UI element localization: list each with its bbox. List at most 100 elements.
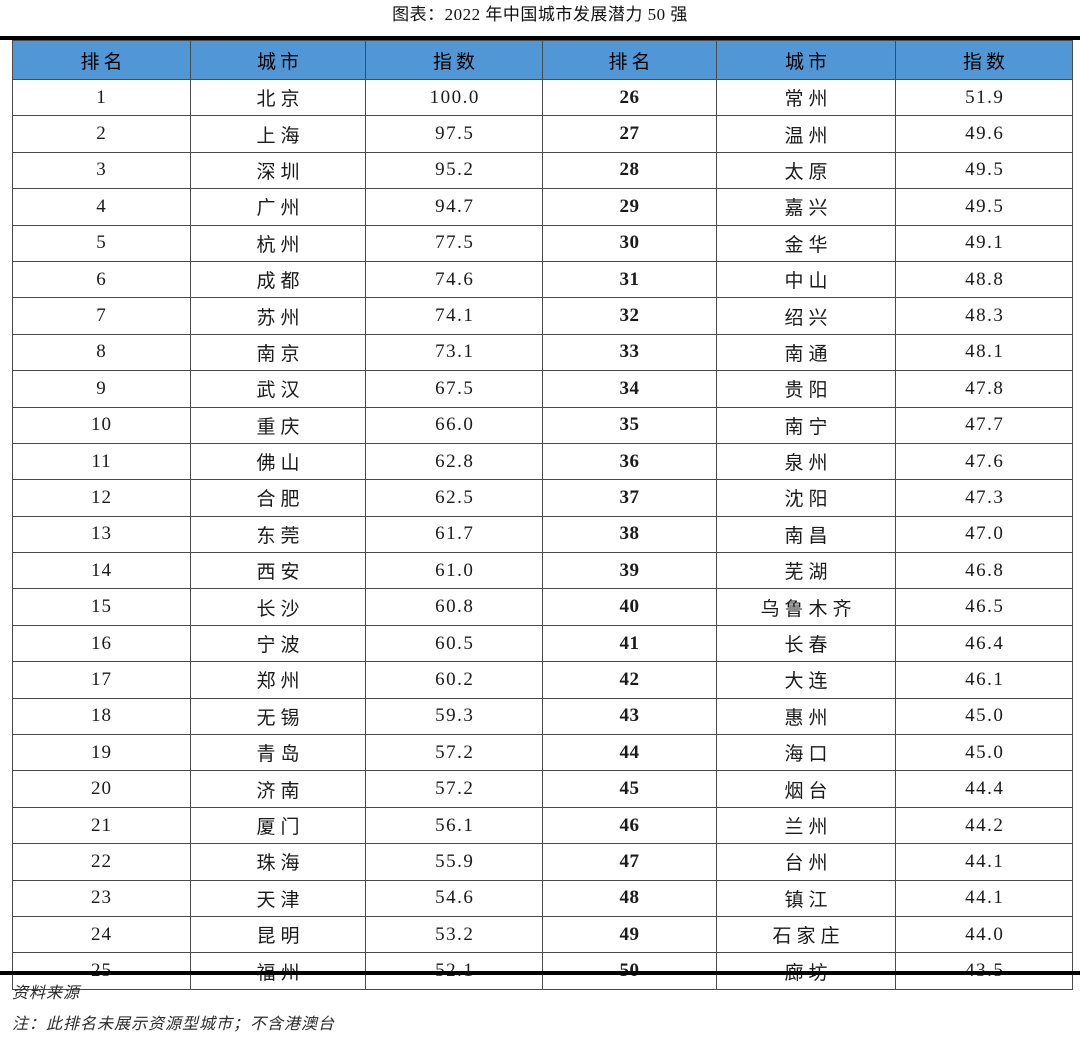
cell-city-right: 芜湖 [716, 552, 896, 590]
cell-city-right: 乌鲁木齐 [716, 588, 896, 626]
cell-rank-left: 17 [12, 661, 191, 699]
cell-city-left: 北京 [190, 78, 366, 117]
cell-city-right: 金华 [716, 224, 896, 262]
cell-index-left: 61.7 [365, 515, 543, 554]
table-row: 21 厦门 56.1 46 兰州 44.2 [12, 806, 1073, 845]
cell-rank-left: 14 [12, 552, 191, 590]
cell-index-left: 53.2 [365, 915, 543, 954]
cell-rank-left: 22 [12, 843, 191, 881]
table-row: 23 天津 54.6 48 镇江 44.1 [12, 879, 1073, 917]
table-row: 2 上海 97.5 27 温州 49.6 [12, 115, 1073, 153]
table-row: 13 东莞 61.7 38 南昌 47.0 [12, 515, 1073, 554]
cell-rank-right: 40 [542, 588, 717, 626]
cell-index-left: 62.8 [365, 442, 543, 481]
table-top-rule [0, 36, 1080, 40]
cell-index-left: 60.8 [365, 588, 543, 626]
table-row: 14 西安 61.0 39 芜湖 46.8 [12, 552, 1073, 590]
cell-index-right: 47.6 [895, 442, 1073, 481]
cell-rank-right: 47 [542, 843, 717, 881]
cell-city-right: 太原 [716, 151, 896, 190]
cell-index-right: 48.1 [895, 333, 1073, 372]
cell-city-right: 南通 [716, 333, 896, 372]
cell-city-left: 广州 [190, 188, 366, 226]
cell-rank-right: 44 [542, 734, 717, 772]
column-header-rank-right: 排名 [542, 40, 717, 80]
source-note: 资料来源 [12, 985, 81, 1002]
city-potential-table: 排名 城市 指数 排名 城市 指数 1 北京 100.0 26 常州 51.9 2 上海 97.… [12, 40, 1073, 990]
cell-rank-left: 21 [12, 806, 191, 845]
table-row: 8 南京 73.1 33 南通 48.1 [12, 333, 1073, 372]
cell-rank-left: 9 [12, 370, 191, 408]
cell-index-left: 66.0 [365, 406, 543, 444]
cell-rank-left: 2 [12, 115, 191, 153]
cell-rank-right: 37 [542, 479, 717, 517]
cell-rank-right: 45 [542, 770, 717, 808]
cell-city-right: 石家庄 [716, 915, 896, 954]
cell-rank-right: 31 [542, 260, 717, 299]
page-title: 图表：2022 年中国城市发展潜力 50 强 [392, 5, 688, 24]
cell-city-right: 温州 [716, 115, 896, 153]
cell-index-left: 73.1 [365, 333, 543, 372]
cell-city-right: 兰州 [716, 806, 896, 845]
cell-rank-right: 43 [542, 697, 717, 736]
remark-note: 注：此排名未展示资源型城市；不含港澳台 [12, 1016, 336, 1033]
cell-city-left: 无锡 [190, 697, 366, 736]
cell-city-left: 合肥 [190, 479, 366, 517]
table-row: 15 长沙 60.8 40 乌鲁木齐 46.5 [12, 588, 1073, 626]
cell-index-left: 60.5 [365, 624, 543, 663]
cell-city-right: 烟台 [716, 770, 896, 808]
cell-rank-right: 39 [542, 552, 717, 590]
cell-rank-left: 11 [12, 442, 191, 481]
cell-index-right: 44.4 [895, 770, 1073, 808]
cell-index-right: 49.1 [895, 224, 1073, 262]
column-header-index-right: 指数 [895, 40, 1073, 80]
cell-city-right: 沈阳 [716, 479, 896, 517]
cell-rank-right: 48 [542, 879, 717, 917]
table-row: 11 佛山 62.8 36 泉州 47.6 [12, 442, 1073, 481]
cell-index-right: 46.5 [895, 588, 1073, 626]
table-row: 3 深圳 95.2 28 太原 49.5 [12, 151, 1073, 190]
table-row: 7 苏州 74.1 32 绍兴 48.3 [12, 297, 1073, 335]
cell-index-right: 47.7 [895, 406, 1073, 444]
cell-index-left: 61.0 [365, 552, 543, 590]
cell-city-left: 东莞 [190, 515, 366, 554]
cell-rank-right: 36 [542, 442, 717, 481]
table-row: 5 杭州 77.5 30 金华 49.1 [12, 224, 1073, 262]
cell-city-right: 绍兴 [716, 297, 896, 335]
cell-rank-left: 6 [12, 260, 191, 299]
cell-index-right: 46.1 [895, 661, 1073, 699]
cell-index-left: 74.6 [365, 260, 543, 299]
cell-city-right: 南昌 [716, 515, 896, 554]
cell-city-left: 武汉 [190, 370, 366, 408]
cell-index-left: 54.6 [365, 879, 543, 917]
table-row: 6 成都 74.6 31 中山 48.8 [12, 260, 1073, 299]
cell-rank-right: 38 [542, 515, 717, 554]
cell-index-left: 62.5 [365, 479, 543, 517]
cell-index-left: 95.2 [365, 151, 543, 190]
cell-rank-right: 27 [542, 115, 717, 153]
table-bottom-rule [0, 971, 1080, 975]
cell-index-left: 94.7 [365, 188, 543, 226]
table-row: 24 昆明 53.2 49 石家庄 44.0 [12, 915, 1073, 954]
cell-index-right: 47.0 [895, 515, 1073, 554]
cell-city-left: 佛山 [190, 442, 366, 481]
cell-rank-right: 26 [542, 78, 717, 117]
cell-index-right: 47.8 [895, 370, 1073, 408]
column-header-index-left: 指数 [365, 40, 543, 80]
table-row: 1 北京 100.0 26 常州 51.9 [12, 78, 1073, 117]
cell-rank-left: 3 [12, 151, 191, 190]
cell-city-left: 成都 [190, 260, 366, 299]
cell-city-left: 南京 [190, 333, 366, 372]
cell-rank-right: 35 [542, 406, 717, 444]
cell-city-left: 深圳 [190, 151, 366, 190]
cell-rank-left: 13 [12, 515, 191, 554]
cell-rank-right: 46 [542, 806, 717, 845]
cell-city-right: 镇江 [716, 879, 896, 917]
cell-index-left: 67.5 [365, 370, 543, 408]
cell-index-left: 57.2 [365, 734, 543, 772]
cell-index-right: 44.1 [895, 843, 1073, 881]
cell-index-right: 49.5 [895, 188, 1073, 226]
cell-city-left: 宁波 [190, 624, 366, 663]
cell-rank-left: 16 [12, 624, 191, 663]
cell-rank-right: 30 [542, 224, 717, 262]
